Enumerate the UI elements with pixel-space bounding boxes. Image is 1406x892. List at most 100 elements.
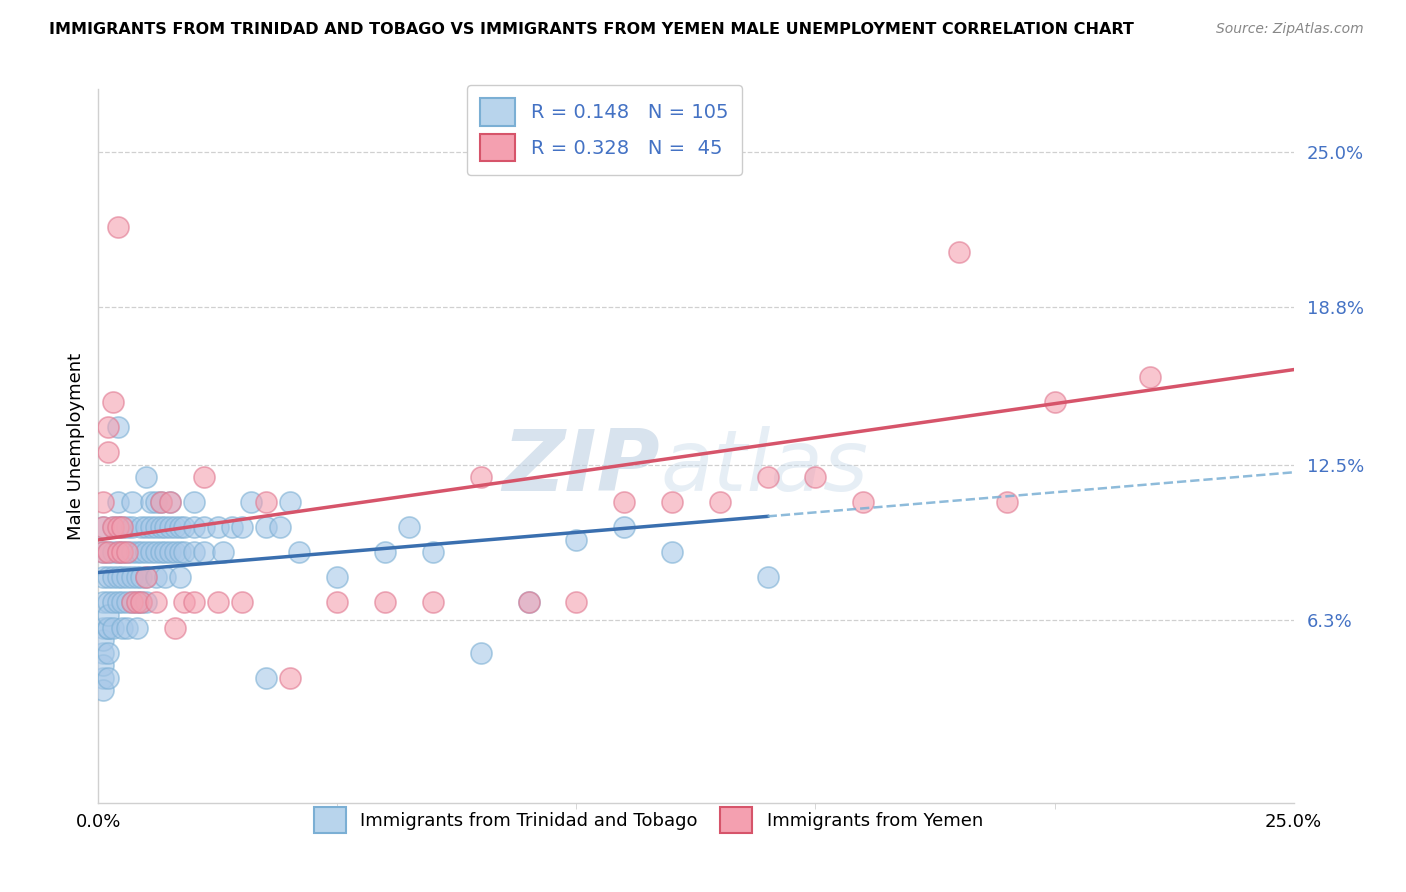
Point [135,570,157,584]
Point [97,545,120,559]
Point [155,545,177,559]
Point [111,570,134,584]
Point [135,470,157,484]
Point [91,595,114,609]
Point [804,470,827,484]
Point [183,595,205,609]
Point [326,570,349,584]
Point [115,595,138,609]
Point [207,595,229,609]
Y-axis label: Male Unemployment: Male Unemployment [66,352,84,540]
Point [121,595,143,609]
Point [169,545,191,559]
Point [91,646,114,660]
Point [517,595,540,609]
Point [91,520,114,534]
Point [231,595,253,609]
Point [852,495,875,509]
Text: ZIP: ZIP [502,425,661,509]
Point [111,520,134,534]
Point [125,545,148,559]
Point [111,545,134,559]
Point [101,395,124,409]
Point [163,621,186,635]
Point [115,545,138,559]
Point [115,545,138,559]
Point [125,595,148,609]
Text: IMMIGRANTS FROM TRINIDAD AND TOBAGO VS IMMIGRANTS FROM YEMEN MALE UNEMPLOYMENT C: IMMIGRANTS FROM TRINIDAD AND TOBAGO VS I… [49,22,1135,37]
Point [91,545,114,559]
Point [193,545,215,559]
Point [231,520,253,534]
Point [159,545,181,559]
Point [139,545,162,559]
Point [125,570,148,584]
Point [97,445,120,459]
Point [91,495,114,509]
Point [995,495,1018,509]
Point [709,495,731,509]
Point [101,545,124,559]
Point [221,520,243,534]
Point [278,495,301,509]
Point [107,570,129,584]
Text: atlas: atlas [661,425,868,509]
Point [91,658,114,673]
Point [91,683,114,698]
Point [111,621,134,635]
Point [125,621,148,635]
Point [207,520,229,534]
Point [183,520,205,534]
Text: Source: ZipAtlas.com: Source: ZipAtlas.com [1216,22,1364,37]
Point [1043,395,1066,409]
Point [149,495,172,509]
Point [183,545,205,559]
Point [121,520,143,534]
Point [661,545,683,559]
Point [111,595,134,609]
Point [101,520,124,534]
Point [115,570,138,584]
Point [97,621,120,635]
Point [254,495,277,509]
Point [145,570,167,584]
Point [97,595,120,609]
Point [115,621,138,635]
Point [97,420,120,434]
Point [326,595,349,609]
Point [145,495,167,509]
Point [269,520,291,534]
Point [139,495,162,509]
Point [107,495,129,509]
Point [91,621,114,635]
Point [278,671,301,685]
Point [149,495,172,509]
Point [131,545,153,559]
Point [145,595,167,609]
Point [101,621,124,635]
Point [107,520,129,534]
Point [565,533,588,547]
Point [159,520,181,534]
Point [121,570,143,584]
Point [254,671,277,685]
Point [173,595,195,609]
Point [135,520,157,534]
Point [756,570,779,584]
Point [131,595,153,609]
Point [163,545,186,559]
Point [517,595,540,609]
Point [97,545,120,559]
Point [948,244,970,259]
Point [101,570,124,584]
Point [91,570,114,584]
Point [254,520,277,534]
Point [470,646,492,660]
Point [240,495,263,509]
Point [91,520,114,534]
Point [115,520,138,534]
Point [107,520,129,534]
Point [107,545,129,559]
Point [193,470,215,484]
Point [183,495,205,509]
